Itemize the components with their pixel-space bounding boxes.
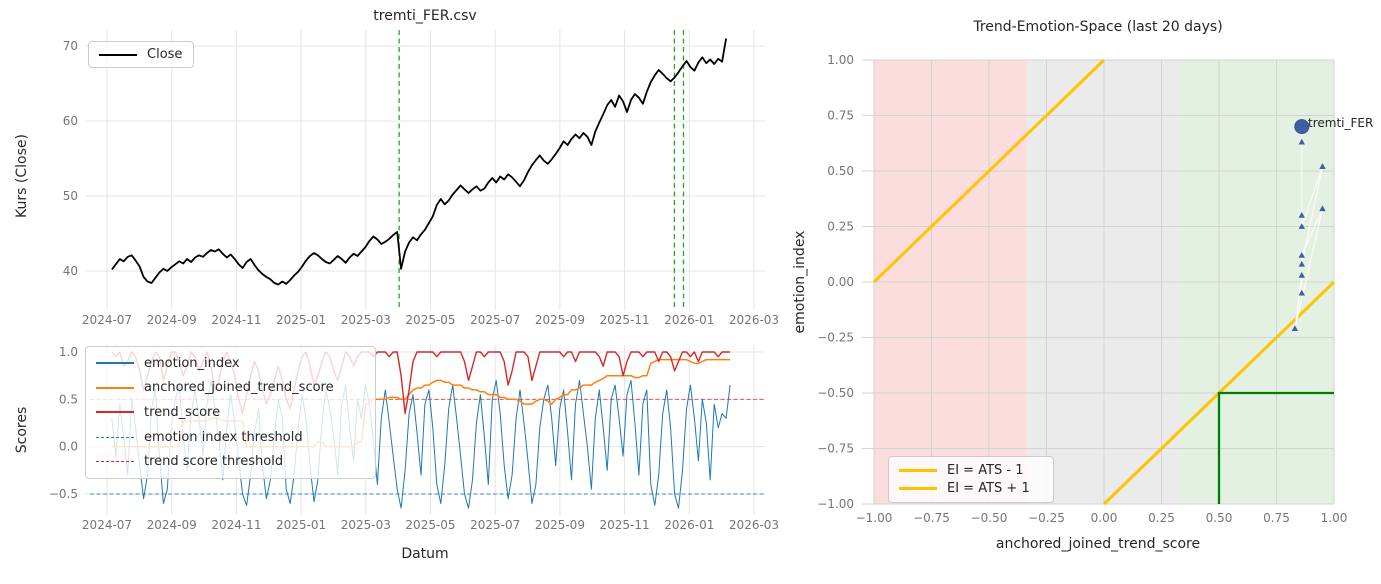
y-tick-label: −0.25 [817,331,854,345]
space-legend: EI = ATS - 1 EI = ATS + 1 [888,456,1054,503]
legend-label: Close [147,47,183,62]
legend-item-emotion-index: emotion_index [96,356,365,371]
green-threshold-path [1217,391,1334,504]
emotion-index-line-sample [96,362,134,365]
legend-label: EI = ATS - 1 [947,462,1024,478]
legend-item-trend-threshold: trend score threshold [96,454,365,469]
trajectory-marker [1319,163,1326,169]
y-tick-label: 0.0 [59,440,78,454]
y-tick-label: 60 [63,114,78,128]
x-tick-label: 2025-05 [405,313,455,327]
x-tick-label: 2026-03 [729,518,779,532]
x-tick-label: 2024-09 [147,313,197,327]
x-tick-label: 2025-09 [535,313,585,327]
legend-label: anchored_joined_trend_score [144,380,334,396]
x-tick-label: −0.75 [913,511,950,525]
y-tick-label: 70 [63,39,78,53]
price-y-axis-label: Kurs (Close) [14,134,30,218]
space-x-axis-label: anchored_joined_trend_score [995,536,1201,552]
yellow-boundary-line [872,58,1106,284]
legend-label: emotion_index [144,355,240,371]
scores-x-axis-label: Datum [401,546,449,562]
anchored-trend-line-sample [96,386,134,389]
space-chart-title: Trend-Emotion-Space (last 20 days) [973,19,1223,35]
x-tick-label: 2026-01 [664,518,714,532]
x-tick-label: 2025-03 [341,518,391,532]
y-tick-label: 0.25 [827,220,854,234]
x-tick-label: −0.25 [1028,511,1065,525]
x-tick-label: 2025-07 [470,518,520,532]
x-tick-label: 2025-01 [276,518,326,532]
x-tick-label: 1.00 [1321,511,1348,525]
x-tick-label: 0.75 [1263,511,1290,525]
y-tick-label: 0.75 [827,109,854,123]
legend-label: emotion index threshold [144,429,303,445]
yellow-line-sample [899,487,937,491]
legend-item-anchored-trend: anchored_joined_trend_score [96,380,365,395]
x-tick-label: 0.50 [1206,511,1233,525]
trajectory-marker [1298,289,1305,296]
trajectory-marker [1298,212,1305,218]
legend-label: EI = ATS + 1 [947,481,1030,497]
trajectory-marker [1298,251,1305,258]
x-tick-label: −0.50 [971,511,1008,525]
close-line [111,38,727,286]
trend-score-line-sample [96,411,134,414]
x-tick-label: 2025-07 [470,313,520,327]
y-tick-label: 50 [63,189,78,203]
legend-label: trend score threshold [144,454,284,470]
x-tick-label: 2025-09 [535,518,585,532]
x-tick-label: 2025-11 [600,518,650,532]
y-tick-label: −0.5 [49,487,78,501]
trajectory-marker [1298,260,1305,267]
legend-item-close: Close [99,47,183,62]
space-y-axis-label: emotion_index [792,230,808,334]
y-tick-label: 1.00 [827,53,854,67]
legend-item-trend-score: trend_score [96,405,365,420]
x-tick-label: 0.25 [1148,511,1175,525]
emotion-threshold-line-sample [96,436,134,438]
trend-threshold-line-sample [96,461,134,463]
x-tick-label: 2024-09 [147,518,197,532]
x-tick-label: 0.00 [1091,511,1118,525]
legend-item-ei-ats-plus-1: EI = ATS + 1 [899,481,1043,496]
trajectory-marker [1298,271,1305,278]
x-tick-label: 2025-03 [341,313,391,327]
y-tick-label: 0.50 [827,164,854,178]
x-tick-label: 2025-01 [276,313,326,327]
x-tick-label: 2024-11 [211,518,261,532]
yellow-line-sample [899,468,937,472]
trajectory-marker [1298,138,1305,145]
y-tick-label: 1.0 [59,345,78,359]
x-tick-label: 2025-11 [600,313,650,327]
y-tick-label: 0.5 [59,392,78,406]
x-tick-label: −1.00 [856,511,893,525]
y-tick-label: 0.00 [827,275,854,289]
x-tick-label: 2024-07 [82,313,132,327]
y-tick-label: −0.50 [817,386,854,400]
x-tick-label: 2024-07 [82,518,132,532]
scores-y-axis-label: Scores [14,406,30,454]
trajectory-marker [1319,205,1326,212]
x-tick-label: 2024-11 [211,313,261,327]
legend-label: trend_score [144,404,221,420]
y-tick-label: −0.75 [817,442,854,456]
price-legend: Close [88,41,194,68]
close-line-sample [99,53,137,56]
y-tick-label: −1.00 [817,497,854,511]
price-chart-title: tremti_FER.csv [373,8,477,24]
trajectory-marker [1298,223,1305,229]
scores-legend: emotion_index anchored_joined_trend_scor… [85,346,376,479]
current-point [1294,119,1310,135]
y-tick-label: 40 [63,264,78,278]
trajectory-marker [1291,325,1299,332]
legend-item-emotion-threshold: emotion index threshold [96,430,365,445]
x-tick-label: 2025-05 [405,518,455,532]
x-tick-label: 2026-03 [729,313,779,327]
x-tick-label: 2026-01 [664,313,714,327]
legend-item-ei-ats-minus-1: EI = ATS - 1 [899,463,1043,478]
current-point-label: tremti_FER [1308,116,1374,130]
